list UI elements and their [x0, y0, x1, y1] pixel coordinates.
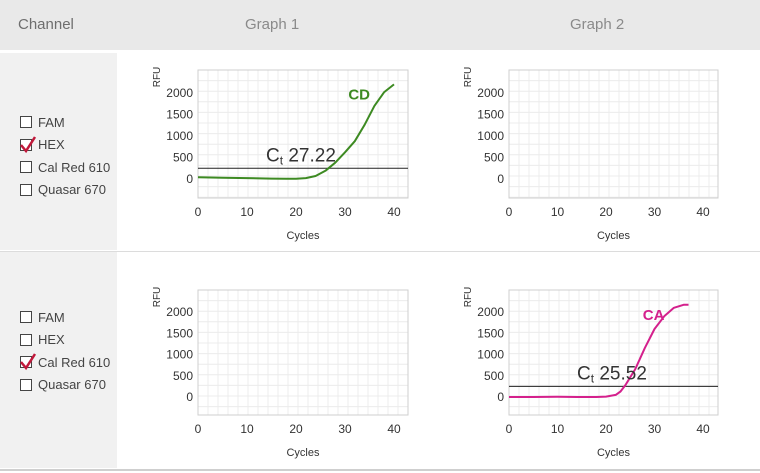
channel-option-hex[interactable]: HEX [20, 331, 65, 349]
channel-label: HEX [38, 137, 65, 152]
ct-value-label: Ct 25.52 [577, 363, 647, 385]
x-axis-label: Cycles [597, 447, 631, 459]
row-divider [0, 251, 760, 252]
y-tick-label: 1500 [477, 326, 504, 340]
checkmark-icon [20, 353, 37, 371]
channel-label: Cal Red 610 [38, 354, 111, 370]
x-tick-label: 30 [648, 205, 662, 219]
channel-option-quasar-670[interactable]: Quasar 670 [20, 181, 106, 199]
y-tick-label: 1000 [166, 348, 193, 362]
x-tick-label: 40 [696, 205, 710, 219]
channel-label: Cal Red 610 [38, 159, 111, 175]
y-tick-label: 1000 [477, 348, 504, 362]
checkbox[interactable] [20, 183, 32, 196]
y-tick-label: 2000 [477, 86, 504, 100]
x-tick-label: 20 [289, 205, 303, 219]
y-tick-label: 2000 [477, 305, 504, 319]
y-tick-label: 0 [497, 390, 504, 404]
channel-panel-row2 [0, 252, 117, 468]
x-tick-label: 40 [387, 422, 401, 436]
y-tick-label: 0 [186, 172, 193, 186]
series-label: CA [643, 307, 665, 324]
channel-option-fam[interactable]: FAM [20, 113, 65, 131]
x-tick-label: 40 [387, 205, 401, 219]
x-tick-label: 10 [551, 205, 565, 219]
x-axis-label: Cycles [597, 230, 631, 242]
x-tick-label: 20 [599, 422, 613, 436]
series-label: CD [348, 86, 370, 103]
y-tick-label: 1500 [477, 108, 504, 122]
x-tick-label: 40 [696, 422, 710, 436]
checkbox-checked[interactable] [20, 135, 37, 153]
graph1-column-header: Graph 1 [245, 16, 300, 33]
x-tick-label: 30 [338, 422, 352, 436]
y-tick-label: 500 [173, 151, 193, 165]
y-tick-label: 1500 [166, 108, 193, 122]
channel-label: FAM [38, 114, 65, 130]
channel-panel-row1 [0, 53, 117, 250]
x-tick-label: 10 [240, 205, 254, 219]
y-tick-label: 0 [186, 390, 193, 404]
table-bottom-border [0, 469, 760, 471]
channel-option-hex[interactable]: HEX [20, 135, 65, 154]
checkbox[interactable] [20, 333, 32, 346]
channel-table-header: Channel Graph 1 Graph 2 [0, 0, 760, 50]
series-line-cd [197, 83, 395, 180]
checkbox[interactable] [20, 161, 32, 173]
y-axis-label: RFU [152, 67, 163, 88]
checkmark-icon [20, 135, 37, 153]
x-tick-label: 20 [289, 422, 303, 436]
channel-column-header: Channel [18, 16, 74, 33]
x-tick-label: 30 [648, 422, 662, 436]
x-tick-label: 0 [195, 422, 202, 436]
channel-label: FAM [38, 309, 65, 325]
checkbox[interactable] [20, 378, 32, 391]
y-tick-label: 500 [484, 151, 504, 165]
plot-frame [197, 69, 409, 199]
checkbox[interactable] [20, 116, 32, 128]
plot-frame [508, 289, 719, 416]
y-axis-label: RFU [152, 287, 163, 308]
plot-frame [508, 69, 719, 199]
y-tick-label: 1000 [477, 129, 504, 143]
channel-option-fam[interactable]: FAM [20, 308, 65, 326]
channel-label: Quasar 670 [38, 182, 106, 197]
ct-value-label: Ct 27.22 [266, 145, 336, 167]
x-tick-label: 10 [551, 422, 565, 436]
x-tick-label: 10 [240, 422, 254, 436]
x-tick-label: 0 [506, 205, 513, 219]
y-tick-label: 500 [484, 369, 504, 383]
checkbox[interactable] [20, 311, 32, 323]
x-tick-label: 0 [195, 205, 202, 219]
y-axis-label: RFU [463, 67, 474, 88]
plot-frame [197, 289, 409, 416]
graph2-column-header: Graph 2 [570, 16, 625, 33]
channel-option-quasar-670[interactable]: Quasar 670 [20, 376, 106, 394]
y-tick-label: 2000 [166, 86, 193, 100]
channel-option-cal-red-610[interactable]: Cal Red 610 [20, 353, 110, 371]
channel-option-cal-red-610[interactable]: Cal Red 610 [20, 158, 110, 176]
series-line-ca [509, 303, 689, 398]
y-tick-label: 1000 [166, 129, 193, 143]
channel-label: HEX [38, 332, 65, 347]
channel-label: Quasar 670 [38, 377, 106, 392]
y-tick-label: 1500 [166, 326, 193, 340]
x-tick-label: 0 [506, 422, 513, 436]
y-tick-label: 500 [173, 369, 193, 383]
y-tick-label: 0 [497, 172, 504, 186]
x-axis-label: Cycles [286, 447, 320, 459]
x-tick-label: 30 [338, 205, 352, 219]
x-tick-label: 20 [599, 205, 613, 219]
x-axis-label: Cycles [286, 230, 320, 242]
y-tick-label: 2000 [166, 305, 193, 319]
checkbox-checked[interactable] [20, 353, 37, 371]
y-axis-label: RFU [463, 287, 474, 308]
